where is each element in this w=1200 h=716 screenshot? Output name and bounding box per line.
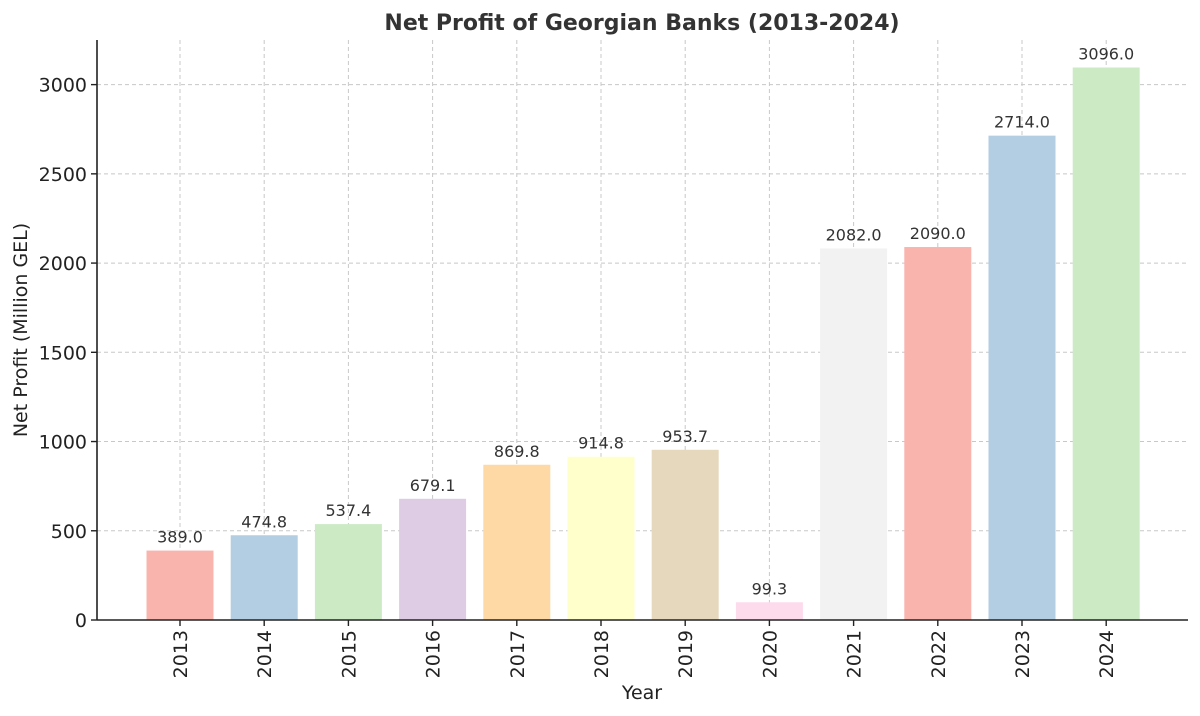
data-label: 2714.0	[994, 113, 1050, 132]
data-label: 537.4	[325, 501, 371, 520]
x-tick-label: 2015	[338, 630, 360, 678]
y-tick-label: 500	[51, 521, 87, 543]
axes	[96, 40, 1188, 621]
x-tick-label: 2017	[507, 630, 529, 678]
bar-2013	[146, 550, 214, 620]
data-labels: 389.0 474.8 537.4 679.1 869.8 914.8 953.7 99.3 2…	[157, 44, 1134, 598]
y-tick-label: 1000	[39, 432, 87, 454]
bar-2024	[1072, 67, 1140, 620]
data-label: 914.8	[578, 434, 624, 453]
y-tick-label: 1500	[39, 342, 87, 364]
bar-2016	[399, 498, 467, 620]
x-tick-label: 2014	[254, 630, 276, 678]
bar-2018	[567, 456, 635, 620]
x-tick-label: 2013	[170, 630, 192, 678]
x-tick-label: 2020	[759, 630, 781, 678]
x-axis-label: Year	[621, 682, 662, 704]
bar-2019	[651, 449, 719, 620]
data-label: 474.8	[241, 512, 287, 531]
x-tick-label: 2018	[591, 630, 613, 678]
data-label: 2090.0	[910, 224, 966, 243]
bar-2020	[735, 602, 803, 620]
bar-2023	[988, 135, 1056, 620]
x-tick-label: 2016	[423, 630, 445, 678]
y-tick-label: 2500	[39, 164, 87, 186]
y-tick-label: 3000	[39, 75, 87, 97]
data-label: 99.3	[752, 579, 788, 598]
y-axis-label: Net Profit (Million GEL)	[10, 223, 32, 437]
x-tick-label: 2022	[928, 630, 950, 678]
y-tick-label: 0	[75, 610, 87, 632]
data-label: 953.7	[662, 427, 708, 446]
data-label: 389.0	[157, 528, 203, 547]
data-label: 869.8	[494, 442, 540, 461]
x-tick-label: 2019	[675, 630, 697, 678]
bar-2022	[904, 247, 972, 620]
data-label: 2082.0	[826, 225, 882, 244]
data-label: 3096.0	[1078, 44, 1134, 63]
ticks: 0 500 1000 1500 2000 2500 3000 2013 2014 2015 2016…	[39, 75, 1119, 679]
data-label: 679.1	[410, 476, 456, 495]
x-tick-label: 2023	[1012, 630, 1034, 678]
bar-2021	[820, 248, 888, 621]
bar-2014	[230, 535, 298, 620]
y-tick-label: 2000	[39, 253, 87, 275]
bar-2015	[314, 524, 382, 620]
chart-title: Net Profit of Georgian Banks (2013-2024)	[384, 11, 899, 36]
bar-2017	[483, 464, 551, 620]
x-tick-label: 2024	[1096, 630, 1118, 678]
bars	[146, 67, 1140, 621]
x-tick-label: 2021	[844, 630, 866, 678]
